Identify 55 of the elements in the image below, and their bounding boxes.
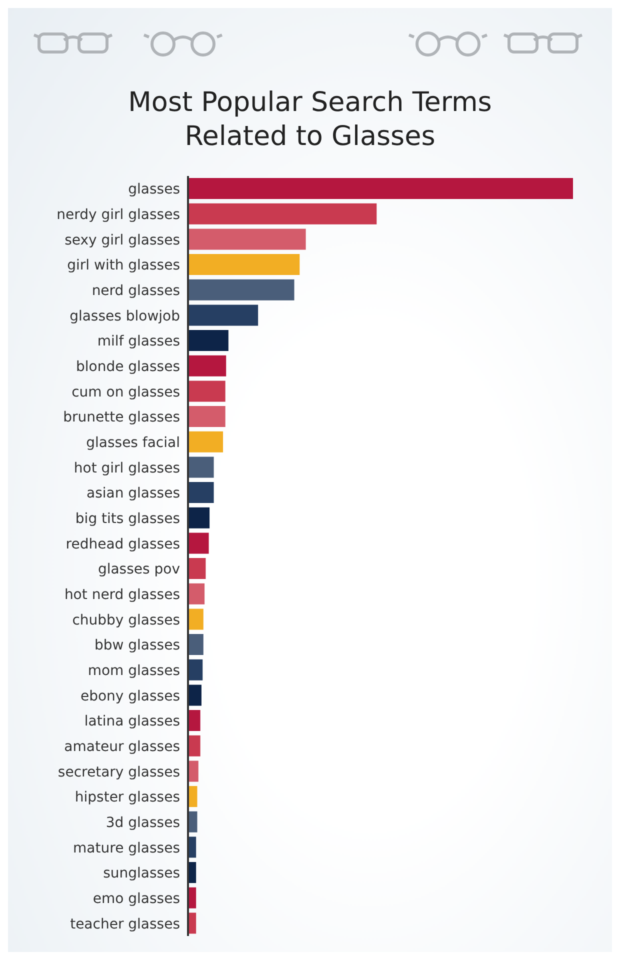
y-tick-label: hot girl glasses <box>74 460 180 476</box>
bar <box>188 431 224 452</box>
chart-title: Most Popular Search Terms Related to Glasses <box>127 86 493 154</box>
y-tick-label: emo glasses <box>92 890 180 907</box>
y-tick-label: cum on glasses <box>72 384 180 400</box>
bar <box>188 330 228 352</box>
y-tick-label: nerd glasses <box>92 282 180 299</box>
y-tick-label: hot nerd glasses <box>64 586 180 603</box>
y-tick-label: girl with glasses <box>67 258 180 274</box>
y-tick-label: asian glasses <box>86 486 180 502</box>
bar <box>188 710 200 732</box>
bar <box>188 684 202 706</box>
bar <box>188 254 300 276</box>
bar <box>188 659 203 680</box>
y-tick-label: glasses pov <box>98 562 180 578</box>
y-tick-label: 3d glasses <box>106 814 180 831</box>
y-tick-label: brunette glasses <box>63 410 180 426</box>
y-tick-label: amateur glasses <box>64 738 180 755</box>
y-tick-label: big tits glasses <box>75 510 180 527</box>
y-tick-label: bbw glasses <box>94 638 180 654</box>
y-tick-label: milf glasses <box>97 334 180 350</box>
y-tick-label: mom glasses <box>88 662 180 679</box>
y-tick-label: redhead glasses <box>66 536 180 552</box>
y-tick-label: glasses facial <box>86 434 180 451</box>
y-tick-label: glasses <box>128 182 180 198</box>
y-tick-label: blonde glasses <box>76 358 180 375</box>
bar <box>188 178 573 200</box>
y-tick-label: nerdy girl glasses <box>56 206 180 223</box>
y-tick-label: mature glasses <box>73 840 180 856</box>
bar <box>188 583 205 604</box>
y-tick-label: sexy girl glasses <box>64 232 180 248</box>
bar <box>188 203 377 224</box>
y-tick-label: latina glasses <box>84 714 180 730</box>
y-tick-label: chubby glasses <box>72 612 180 628</box>
bar <box>188 735 200 756</box>
bar <box>188 406 226 428</box>
bar <box>188 456 214 478</box>
y-tick-label: secretary glasses <box>58 764 180 780</box>
bar <box>188 634 204 656</box>
bar <box>188 304 258 326</box>
y-tick-label: teacher glasses <box>70 916 180 932</box>
bar <box>188 355 226 376</box>
y-tick-label: glasses blowjob <box>70 308 180 324</box>
bar <box>188 228 306 250</box>
bar <box>188 482 214 504</box>
bar <box>188 279 294 300</box>
y-tick-label: hipster glasses <box>74 790 180 806</box>
bar <box>188 532 209 554</box>
bar <box>188 380 226 402</box>
bar <box>188 558 206 580</box>
bar <box>188 608 204 630</box>
bar <box>188 507 210 528</box>
y-tick-label: ebony glasses <box>80 688 180 704</box>
bar <box>188 760 198 782</box>
y-tick-label: sunglasses <box>103 866 180 882</box>
